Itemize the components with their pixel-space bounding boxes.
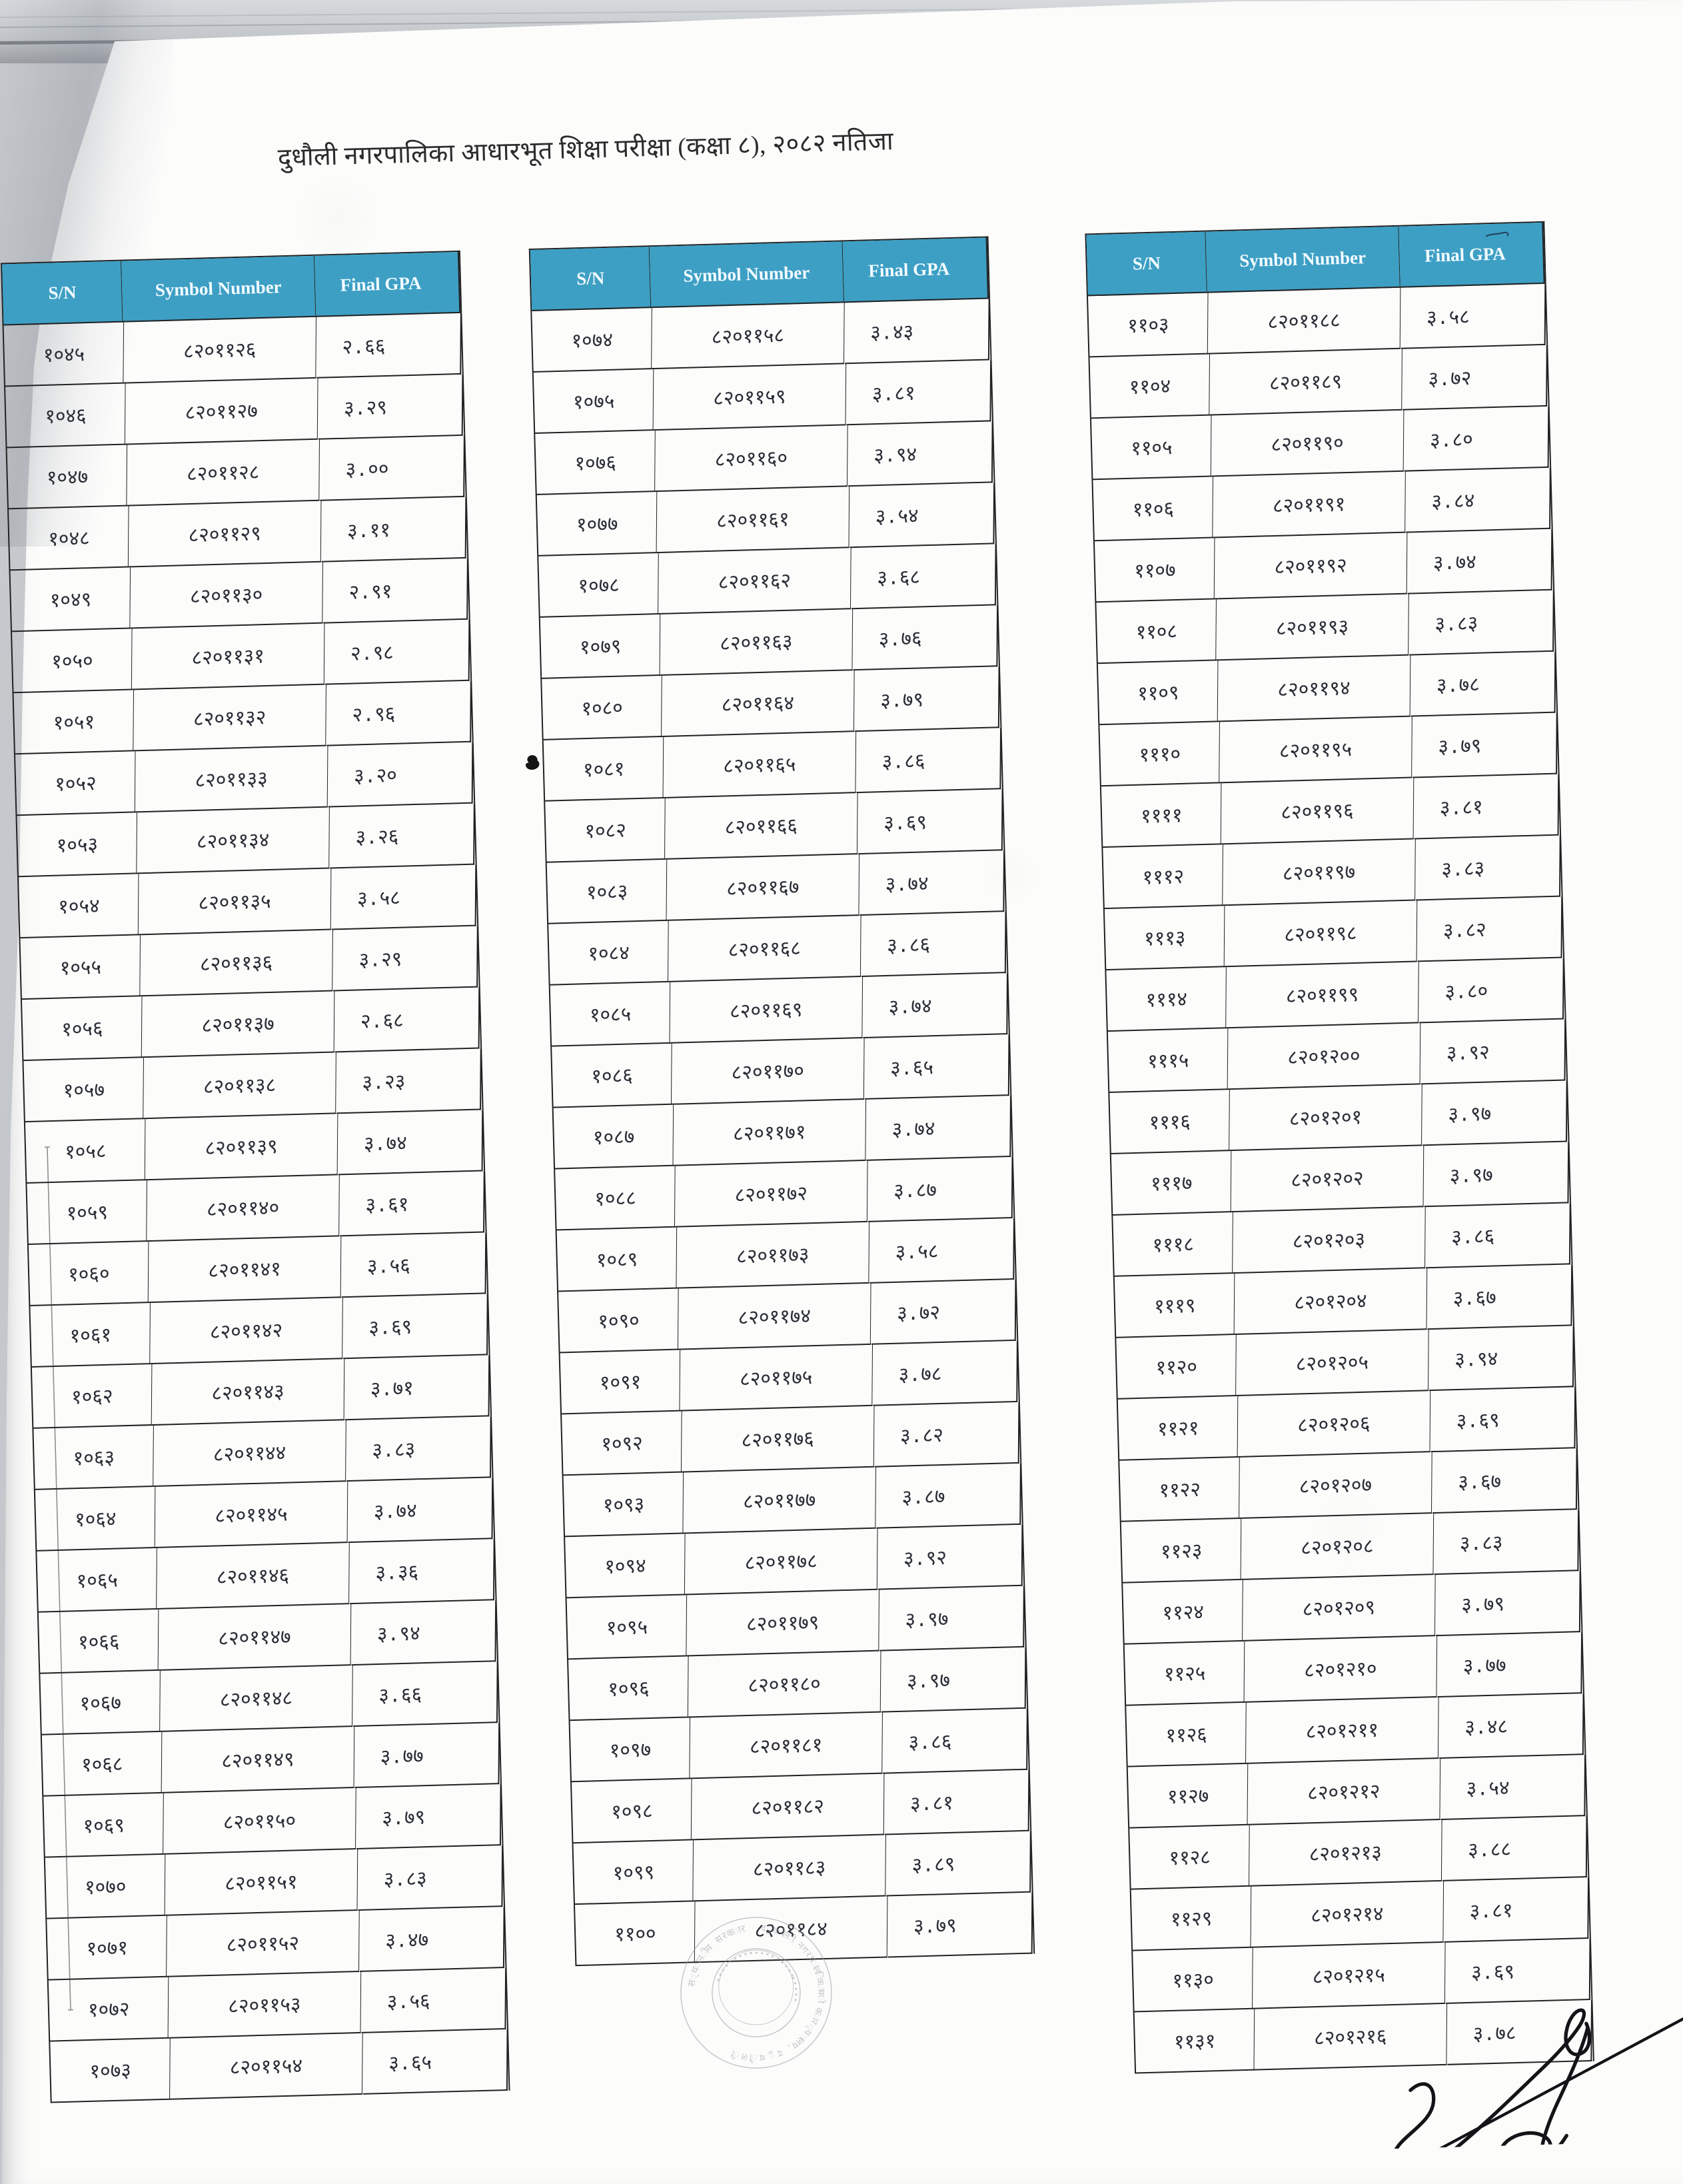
svg-text:क: क	[816, 1990, 826, 1997]
svg-text:र: र	[808, 2018, 819, 2026]
svg-text:ल: ल	[794, 2035, 805, 2047]
svg-text:थ: थ	[690, 1965, 702, 1975]
svg-text:य: य	[789, 2039, 800, 2050]
svg-text:ा: ा	[797, 2030, 810, 2043]
svg-text:द: द	[776, 2047, 784, 2058]
svg-text:ि: ि	[812, 1971, 826, 1981]
svg-text:्: ्	[688, 1972, 700, 1981]
svg-text:ा: ा	[808, 1959, 821, 1971]
svg-text:ी: ी	[730, 2047, 741, 2061]
svg-text:ध: ध	[759, 2051, 766, 2062]
svg-text:्: ्	[804, 2022, 816, 2033]
svg-text:ा: ा	[815, 1983, 826, 1992]
svg-text:स: स	[686, 1979, 698, 1987]
svg-text:ल: ल	[811, 1965, 823, 1975]
svg-text:,: ,	[786, 2043, 794, 2053]
svg-text:क: क	[812, 2006, 824, 2016]
svg-text:ो: ो	[815, 1995, 827, 2004]
svg-text:ौ: ौ	[749, 2052, 758, 2064]
svg-text:ल: ल	[740, 2051, 749, 2062]
svg-text:ु: ु	[768, 2049, 776, 2061]
svg-text:य: य	[802, 2027, 813, 2037]
svg-text:क: क	[814, 1977, 826, 1986]
svg-text:ा: ा	[810, 2011, 822, 2022]
